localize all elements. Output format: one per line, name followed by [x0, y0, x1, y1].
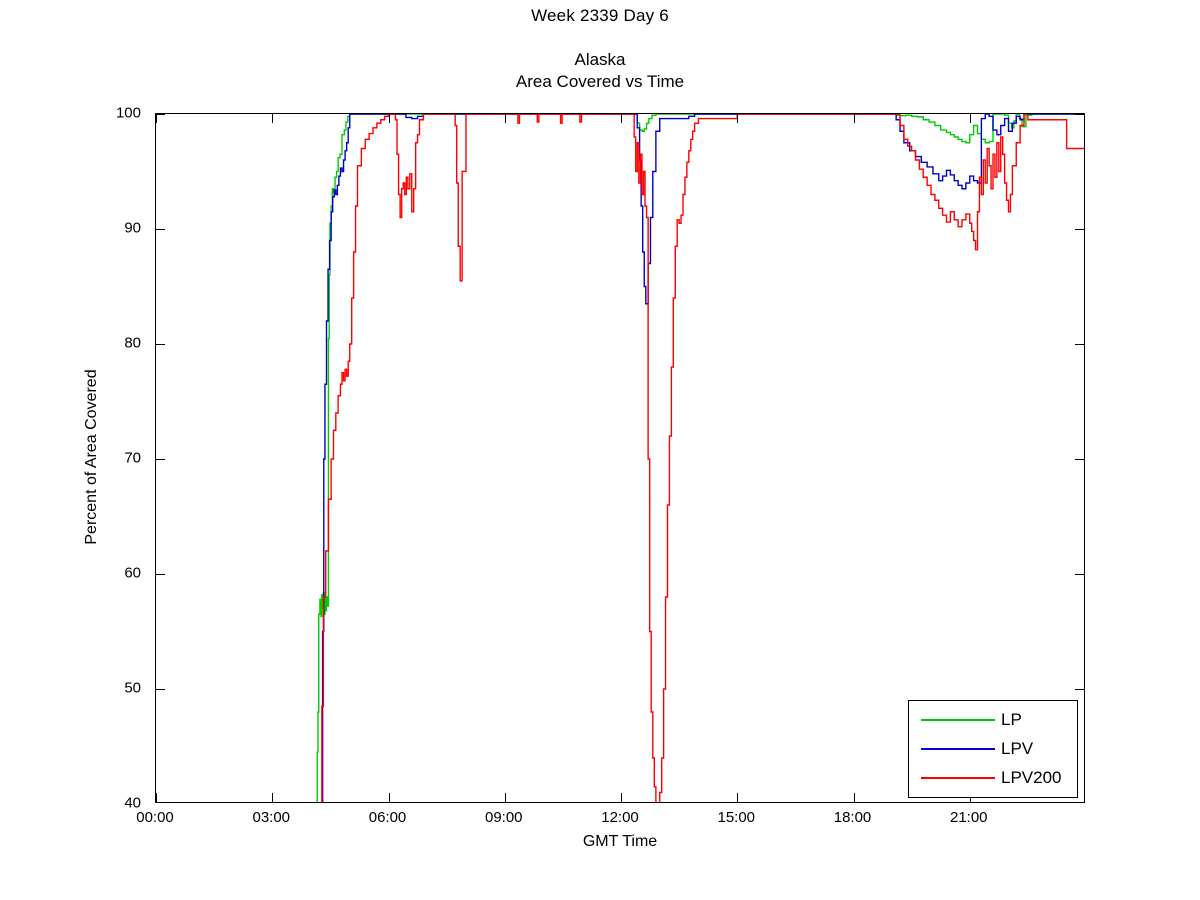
data-lines: [316, 114, 1084, 802]
y-tick-mark: [156, 574, 165, 575]
x-tick-label: 21:00: [949, 809, 988, 826]
x-tick-mark: [156, 793, 157, 802]
x-tick-label: 06:00: [368, 809, 407, 826]
y-tick-mark: [156, 689, 165, 690]
x-tick-label: 09:00: [484, 809, 523, 826]
x-tick-label: 03:00: [252, 809, 291, 826]
x-tick-mark: [969, 114, 971, 123]
series-line-lpv200: [321, 114, 1084, 802]
y-tick-mark: [1075, 344, 1084, 345]
legend-swatch-line: [921, 748, 995, 750]
legend-item-lpv[interactable]: LPV: [909, 736, 1079, 762]
series-line-lp: [316, 114, 1084, 802]
legend-label: LPV: [1001, 739, 1034, 758]
x-tick-mark: [737, 114, 739, 123]
legend-label: LP: [1001, 710, 1022, 729]
y-tick-label: 70: [124, 449, 141, 467]
x-tick-mark: [737, 793, 739, 802]
x-axis-title: GMT Time: [582, 833, 658, 850]
series-line-lpv: [321, 114, 1084, 802]
plot-area: [155, 113, 1085, 803]
y-tick-mark: [156, 229, 165, 230]
legend: LP LPV LPV200: [908, 700, 1078, 798]
x-tick-mark: [272, 114, 274, 123]
x-tick-mark: [621, 793, 622, 802]
x-tick-mark: [388, 793, 390, 802]
x-tick-label: 15:00: [717, 809, 756, 826]
x-tick-label: 18:00: [833, 809, 872, 826]
x-tick-mark: [156, 114, 157, 123]
supertitle: Week 2339 Day 6: [531, 6, 669, 25]
y-tick-mark: [156, 344, 165, 345]
y-tick-label: 50: [124, 679, 141, 697]
y-tick-mark: [1075, 229, 1084, 230]
y-tick-label: 90: [124, 219, 141, 237]
y-tick-mark: [156, 459, 165, 460]
y-tick-mark: [1075, 459, 1084, 460]
x-tick-label: 00:00: [136, 809, 174, 826]
chart-title-line2: Area Covered vs Time: [515, 72, 685, 91]
legend-label: LPV200: [1001, 768, 1062, 787]
legend-item-lp[interactable]: LP: [909, 707, 1079, 733]
x-tick-mark: [621, 114, 622, 123]
legend-swatch-line: [921, 777, 995, 779]
y-tick-mark: [1075, 689, 1084, 690]
x-tick-label: 12:00: [601, 809, 639, 826]
x-tick-mark: [504, 793, 506, 802]
x-tick-mark: [853, 793, 855, 802]
x-tick-mark: [272, 793, 274, 802]
y-tick-label: 40: [124, 794, 141, 812]
y-tick-label: 60: [124, 564, 141, 582]
y-axis-title: Percent of Area Covered: [83, 369, 100, 545]
x-tick-mark: [504, 114, 506, 123]
legend-item-lpv200[interactable]: LPV200: [909, 765, 1079, 791]
x-tick-mark: [853, 114, 855, 123]
y-tick-mark: [156, 114, 165, 115]
legend-swatch-line: [921, 719, 995, 721]
y-tick-mark: [1075, 574, 1084, 575]
x-tick-mark: [388, 114, 390, 123]
chart-title-line1: Alaska: [574, 50, 626, 69]
y-tick-mark: [1075, 114, 1084, 115]
y-tick-label: 80: [124, 334, 141, 352]
y-tick-label: 100: [115, 104, 141, 122]
